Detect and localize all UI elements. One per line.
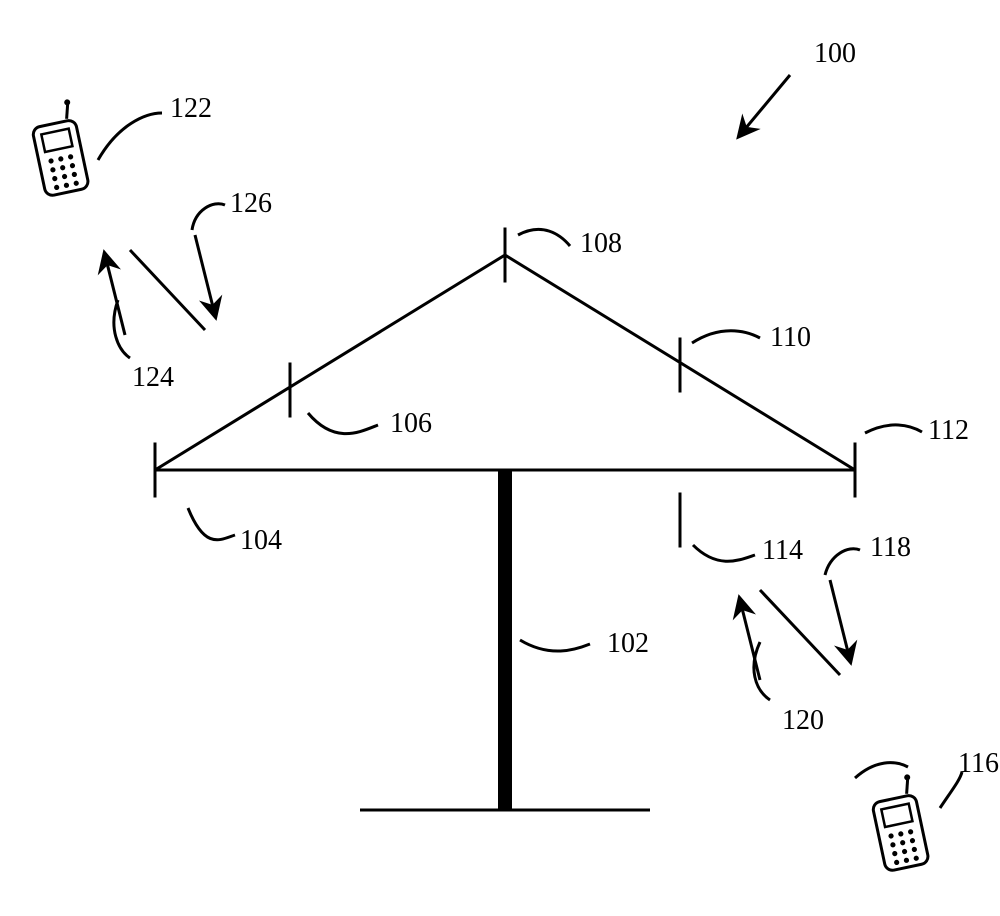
phone-icon-116 bbox=[867, 774, 929, 872]
leader-line bbox=[98, 113, 162, 160]
leader-line bbox=[693, 545, 755, 561]
uplink-arrow bbox=[740, 600, 760, 680]
ref-label-122: 122 bbox=[170, 93, 212, 125]
ref-label-126: 126 bbox=[230, 188, 272, 220]
ref-label-124: 124 bbox=[132, 362, 174, 394]
ref-label-114: 114 bbox=[762, 535, 803, 567]
leader-line bbox=[192, 204, 225, 230]
ref-label-100: 100 bbox=[814, 38, 856, 70]
phone-icon-122 bbox=[27, 99, 89, 197]
ref-label-120: 120 bbox=[782, 705, 824, 737]
downlink-arrow bbox=[830, 580, 850, 660]
diagram-canvas bbox=[0, 0, 1000, 916]
ref-label-116: 116 bbox=[958, 748, 999, 780]
ref-label-104: 104 bbox=[240, 525, 282, 557]
mobile-phones bbox=[27, 99, 929, 872]
leader-line bbox=[114, 300, 130, 358]
system-ref-arrow bbox=[740, 75, 790, 135]
leader-line bbox=[308, 413, 378, 434]
ref-label-110: 110 bbox=[770, 322, 811, 354]
ref-label-118: 118 bbox=[870, 532, 911, 564]
ref-label-112: 112 bbox=[928, 415, 969, 447]
leader-line bbox=[865, 425, 922, 433]
leader-line bbox=[692, 331, 760, 343]
leader-lines bbox=[98, 113, 962, 808]
signal-arrows bbox=[105, 75, 850, 680]
ref-label-106: 106 bbox=[390, 408, 432, 440]
leader-line bbox=[188, 508, 235, 540]
ref-label-108: 108 bbox=[580, 228, 622, 260]
leader-line bbox=[520, 640, 590, 651]
leader-line bbox=[518, 229, 570, 246]
leader-line bbox=[825, 549, 860, 575]
downlink-arrow bbox=[195, 235, 215, 315]
leader-line bbox=[855, 763, 908, 778]
ref-label-102: 102 bbox=[607, 628, 649, 660]
